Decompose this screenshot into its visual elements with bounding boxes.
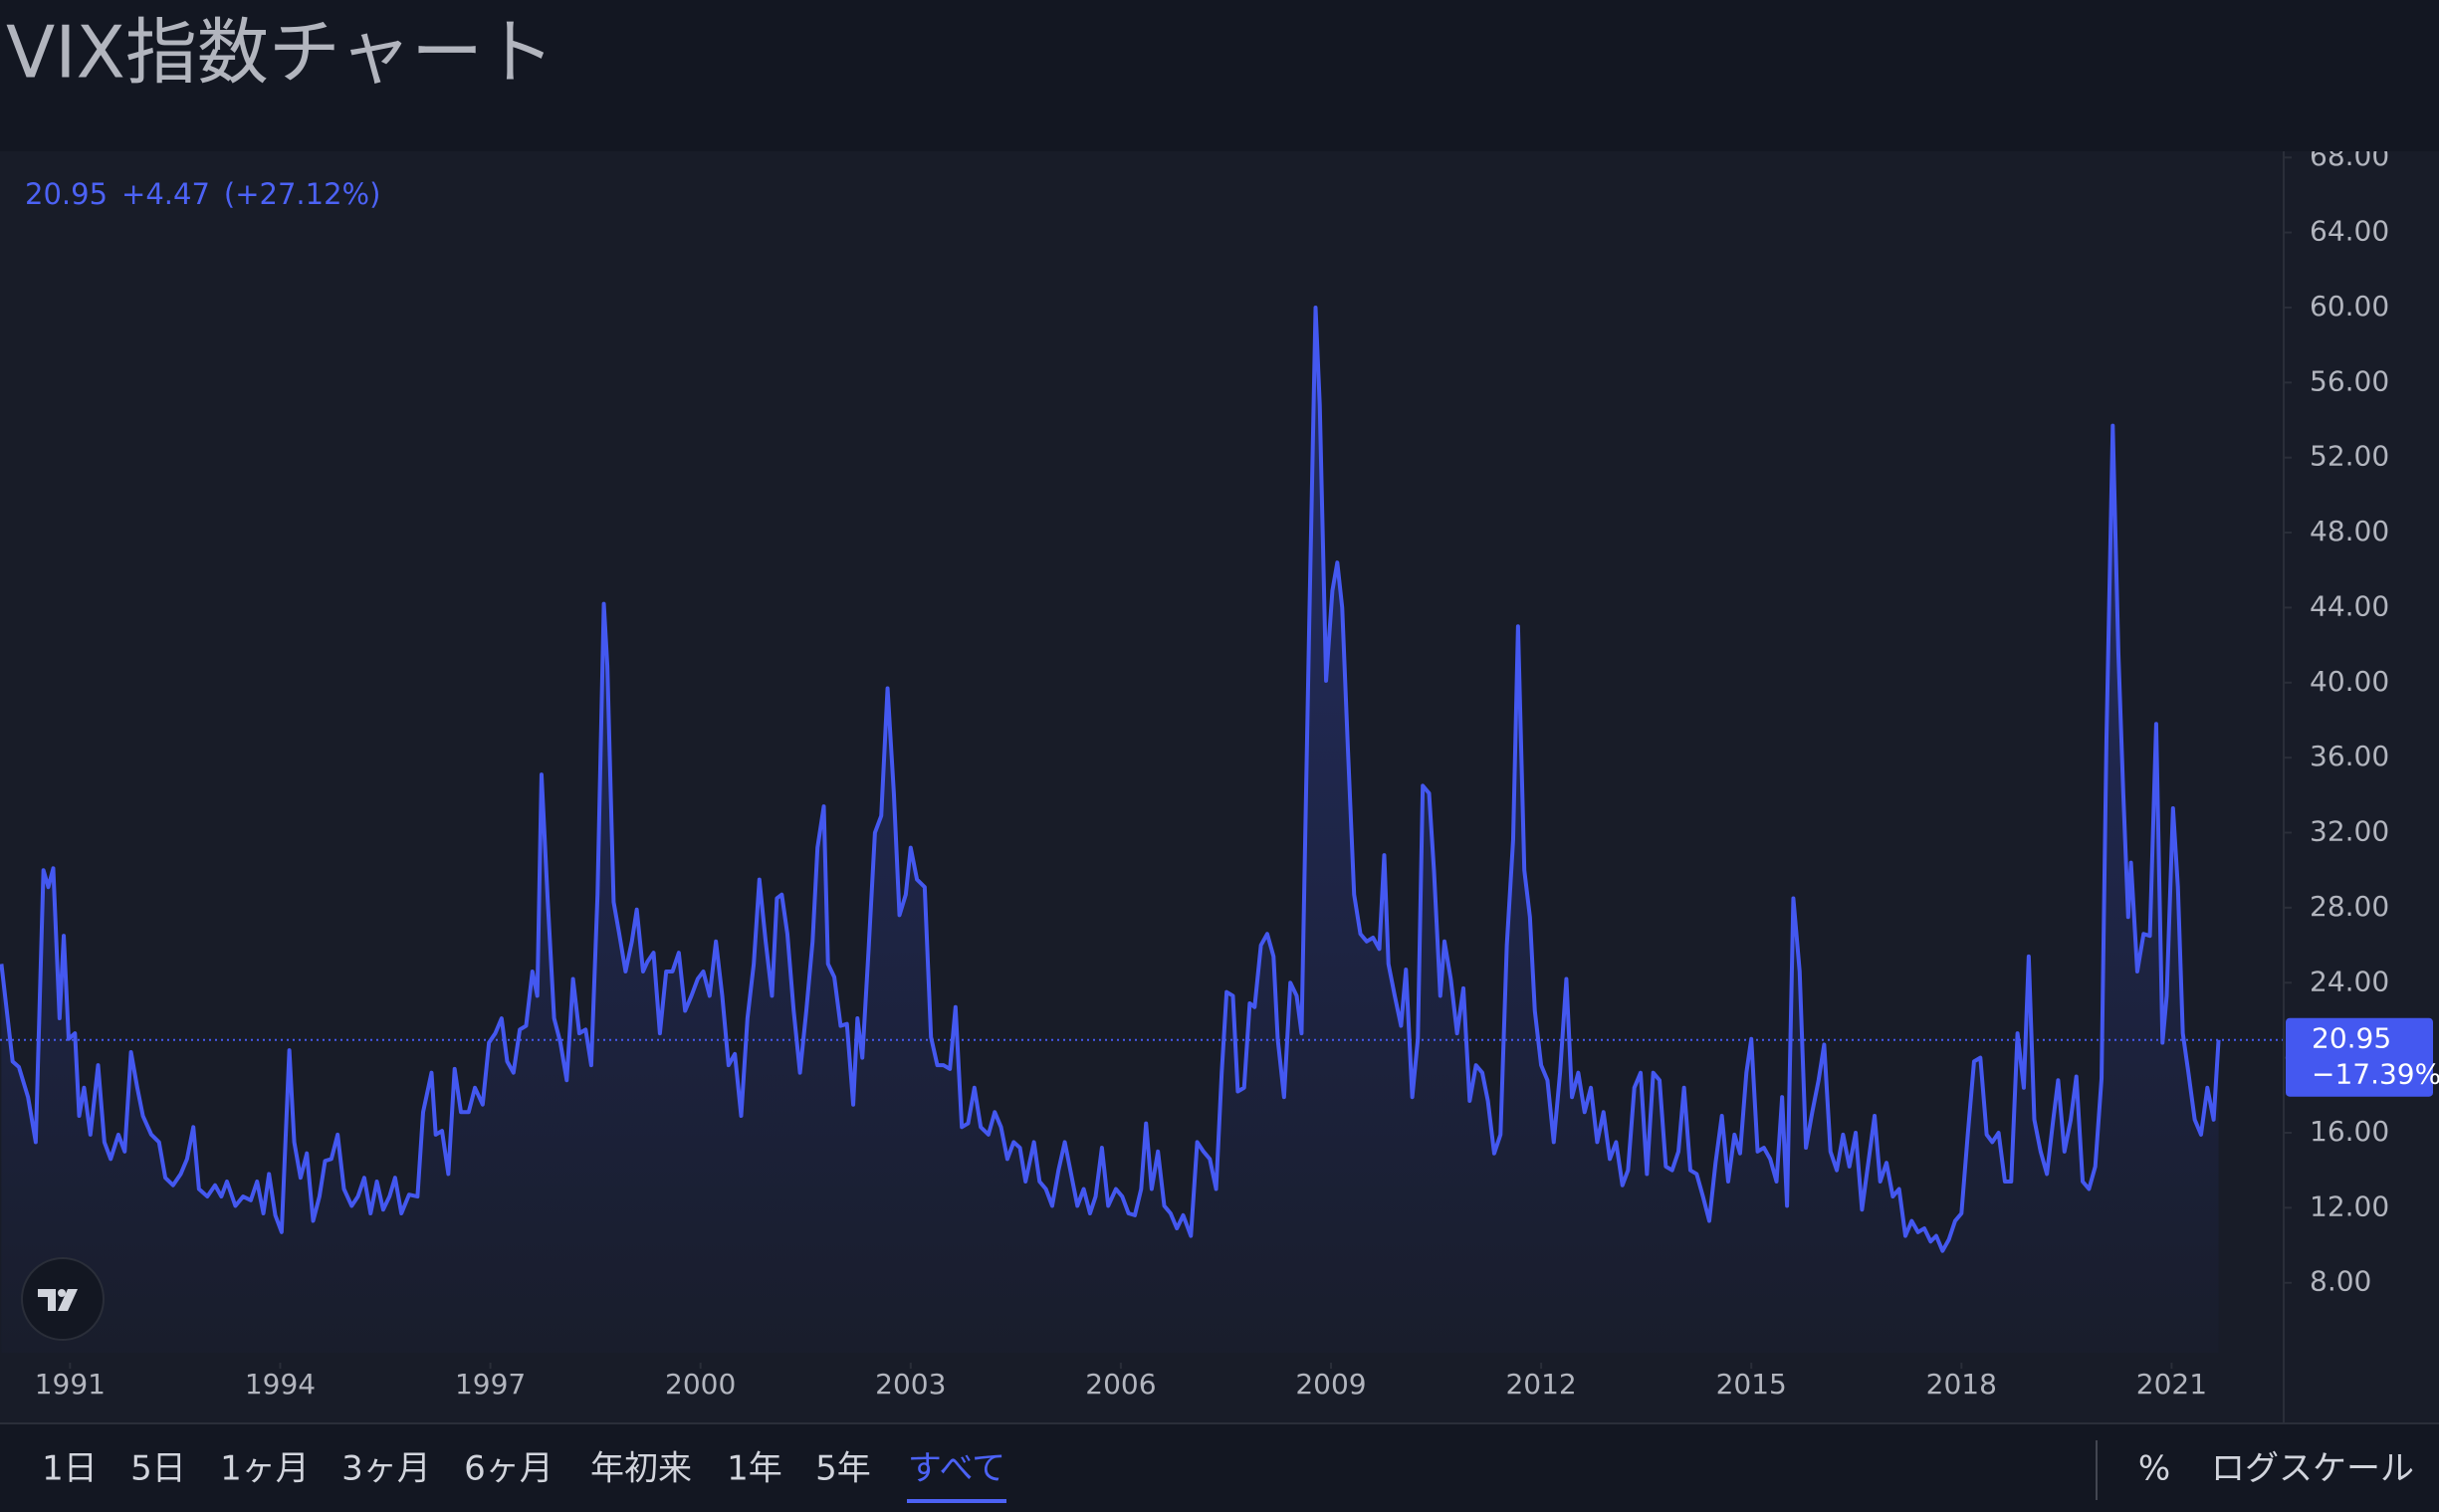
- price-label: 20.95 −17.39%: [2286, 1017, 2439, 1097]
- y-tick-label: 12.00: [2310, 1189, 2389, 1222]
- page-title: VIX指数チャート: [6, 11, 554, 95]
- y-tick-label: 32.00: [2310, 815, 2389, 848]
- x-tick-label: 2012: [1505, 1368, 1576, 1401]
- y-tick-label: 36.00: [2310, 740, 2389, 772]
- y-tick-label: 52.00: [2310, 440, 2389, 473]
- quote-change: +4.47: [121, 177, 210, 211]
- range-button[interactable]: 1年: [727, 1449, 782, 1489]
- range-button-active[interactable]: すべて: [908, 1449, 1005, 1489]
- y-tick-label: 60.00: [2310, 290, 2389, 323]
- x-tick-label: 2000: [665, 1368, 736, 1401]
- plot-area: 8.0012.0016.0020.0024.0028.0032.0036.004…: [0, 139, 2389, 1354]
- y-tick-label: 44.00: [2310, 589, 2389, 622]
- logo-mark: [38, 1289, 78, 1311]
- range-button[interactable]: 3ヶ月: [341, 1449, 431, 1489]
- price-label-value: 20.95: [2312, 1022, 2391, 1055]
- range-button[interactable]: 1日: [42, 1449, 98, 1489]
- x-tick-label: 2009: [1295, 1368, 1366, 1401]
- x-tick-label: 1997: [455, 1368, 526, 1401]
- x-tick-label: 2003: [875, 1368, 946, 1401]
- x-tick-label: 2018: [1926, 1368, 1997, 1401]
- price-line: [0, 305, 2221, 1253]
- x-tick-label: 2006: [1085, 1368, 1156, 1401]
- logo-circle: [21, 1257, 105, 1341]
- range-button[interactable]: 5年: [815, 1449, 871, 1489]
- price-label-box: [2286, 1017, 2433, 1097]
- x-tick-label: 1994: [245, 1368, 316, 1401]
- y-tick-label: 24.00: [2310, 965, 2389, 997]
- logo-dot: [58, 1289, 66, 1297]
- y-tick-label: 16.00: [2310, 1115, 2389, 1148]
- y-tick-label: 40.00: [2310, 665, 2389, 698]
- percent-toggle[interactable]: %: [2138, 1449, 2170, 1489]
- y-tick-label: 48.00: [2310, 515, 2389, 547]
- y-tick-label: 8.00: [2310, 1265, 2371, 1298]
- y-tick-label: 56.00: [2310, 364, 2389, 397]
- range-button[interactable]: 5日: [130, 1449, 186, 1489]
- x-tick-label: 2015: [1716, 1368, 1787, 1401]
- area-shading: [1, 307, 2219, 1354]
- x-tick-label: 2021: [2136, 1368, 2207, 1401]
- range-button[interactable]: 6ヶ月: [464, 1449, 554, 1489]
- y-tick-label: 28.00: [2310, 890, 2389, 923]
- y-tick-label: 68.00: [2310, 139, 2389, 172]
- y-tick-label: 64.00: [2310, 215, 2389, 248]
- tradingview-logo: [21, 1257, 105, 1341]
- range-button[interactable]: 年初来: [590, 1449, 692, 1489]
- range-toolbar: 1日 5日 1ヶ月 3ヶ月 6ヶ月 年初来 1年 5年 すべて % ログスケール: [42, 1440, 2414, 1503]
- x-tick-label: 1991: [35, 1368, 106, 1401]
- quote-last: 20.95: [25, 177, 108, 211]
- quote-header: 20.95 +4.47 (+27.12%): [25, 177, 380, 211]
- range-button[interactable]: 1ヶ月: [220, 1449, 310, 1489]
- price-label-change: −17.39%: [2312, 1058, 2439, 1091]
- log-scale-toggle[interactable]: ログスケール: [2211, 1449, 2414, 1489]
- active-underline: [907, 1499, 1006, 1503]
- quote-change-percent: (+27.12%): [224, 177, 381, 211]
